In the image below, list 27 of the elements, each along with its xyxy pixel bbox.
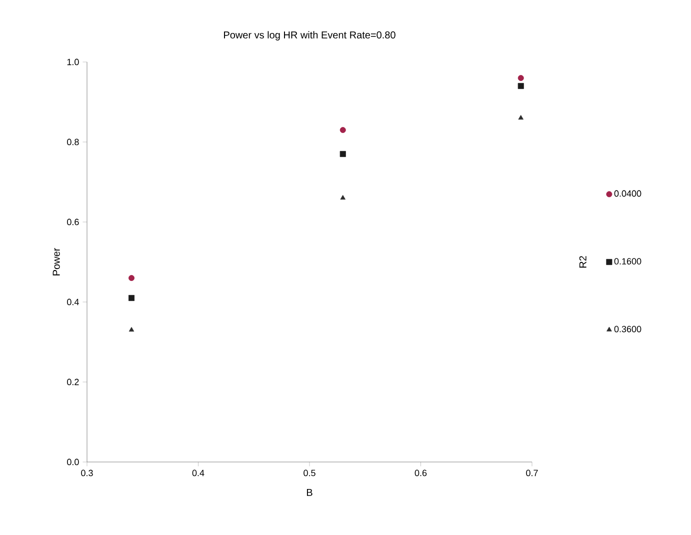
point bbox=[518, 114, 524, 120]
point bbox=[340, 150, 346, 157]
x-tick-label: 0.7 bbox=[526, 470, 538, 476]
legend-label: 0.0400 bbox=[614, 190, 642, 197]
y-tick-label: 0.2 bbox=[67, 378, 79, 386]
point bbox=[340, 126, 346, 133]
chart-title: Power vs log HR with Event Rate=0.80 bbox=[224, 31, 396, 40]
point bbox=[128, 294, 135, 301]
x-tick-label: 0.4 bbox=[192, 470, 204, 476]
point bbox=[518, 82, 524, 89]
point bbox=[128, 326, 134, 332]
legend-title: R2 bbox=[579, 256, 586, 268]
y-tick-label: 0.6 bbox=[67, 218, 79, 226]
legend-label: 0.1600 bbox=[614, 258, 642, 264]
x-axis-title: B bbox=[306, 489, 312, 496]
point bbox=[340, 194, 346, 200]
x-tick-label: 0.5 bbox=[304, 470, 316, 476]
y-tick-label: 1.0 bbox=[67, 58, 79, 66]
y-tick-label: 0.0 bbox=[67, 458, 79, 466]
point bbox=[518, 74, 524, 81]
y-axis-title: Power bbox=[52, 248, 60, 276]
y-tick-label: 0.4 bbox=[67, 298, 79, 306]
legend-label: 0.3600 bbox=[614, 326, 642, 332]
x-tick-label: 0.6 bbox=[414, 470, 427, 476]
y-tick-label: 0.8 bbox=[67, 138, 79, 146]
point bbox=[128, 274, 135, 281]
x-tick-label: 0.3 bbox=[81, 470, 93, 476]
